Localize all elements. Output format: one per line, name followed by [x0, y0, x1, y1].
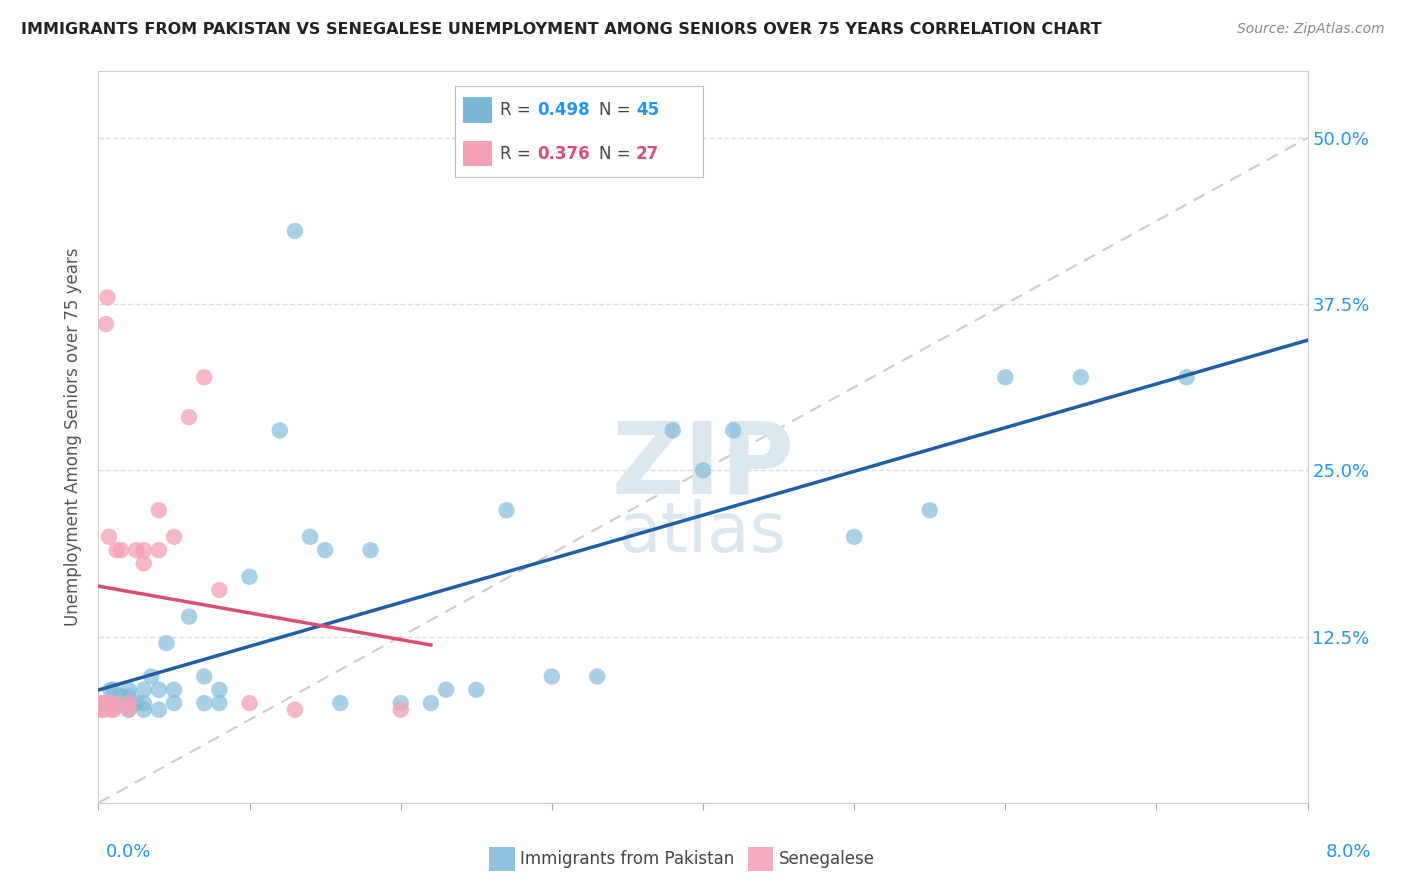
- Point: [193, 370, 215, 384]
- Point: [103, 696, 125, 710]
- Point: [692, 463, 714, 477]
- Point: [540, 669, 562, 683]
- Point: [193, 696, 215, 710]
- Point: [132, 703, 155, 717]
- Point: [96, 290, 118, 304]
- Text: atlas: atlas: [619, 499, 787, 566]
- Point: [269, 424, 291, 438]
- Y-axis label: Unemployment Among Seniors over 75 years: Unemployment Among Seniors over 75 years: [65, 248, 83, 626]
- Point: [91, 696, 114, 710]
- Point: [208, 682, 231, 697]
- Point: [110, 690, 132, 704]
- Point: [105, 543, 128, 558]
- Point: [148, 503, 170, 517]
- Point: [193, 669, 215, 683]
- Text: 8.0%: 8.0%: [1326, 843, 1371, 861]
- Point: [132, 696, 155, 710]
- Point: [125, 696, 148, 710]
- Point: [148, 703, 170, 717]
- Point: [118, 703, 141, 717]
- Text: 0.0%: 0.0%: [105, 843, 150, 861]
- Point: [103, 703, 125, 717]
- Point: [723, 424, 745, 438]
- Point: [93, 703, 115, 717]
- Point: [389, 703, 412, 717]
- Text: Source: ZipAtlas.com: Source: ZipAtlas.com: [1237, 22, 1385, 37]
- Bar: [489, 847, 515, 871]
- Point: [94, 696, 117, 710]
- Text: Senegalese: Senegalese: [779, 849, 875, 868]
- Point: [125, 543, 148, 558]
- Point: [100, 682, 122, 697]
- Point: [299, 530, 322, 544]
- Point: [844, 530, 866, 544]
- Point: [918, 503, 941, 517]
- Point: [239, 570, 262, 584]
- Point: [118, 703, 141, 717]
- Point: [141, 669, 163, 683]
- Point: [94, 317, 117, 331]
- Point: [1070, 370, 1092, 384]
- Point: [163, 530, 186, 544]
- Point: [163, 682, 186, 697]
- Point: [586, 669, 609, 683]
- Point: [132, 543, 155, 558]
- Point: [994, 370, 1017, 384]
- Point: [465, 682, 488, 697]
- Point: [118, 690, 141, 704]
- Point: [179, 609, 201, 624]
- Point: [284, 703, 307, 717]
- Point: [434, 682, 457, 697]
- Point: [118, 682, 141, 697]
- Point: [103, 696, 125, 710]
- Point: [118, 696, 141, 710]
- Point: [103, 682, 125, 697]
- Text: IMMIGRANTS FROM PAKISTAN VS SENEGALESE UNEMPLOYMENT AMONG SENIORS OVER 75 YEARS : IMMIGRANTS FROM PAKISTAN VS SENEGALESE U…: [21, 22, 1102, 37]
- Point: [360, 543, 382, 558]
- Point: [163, 696, 186, 710]
- Point: [148, 682, 170, 697]
- Point: [1175, 370, 1198, 384]
- Point: [284, 224, 307, 238]
- Point: [89, 703, 111, 717]
- Point: [132, 557, 155, 571]
- Text: Immigrants from Pakistan: Immigrants from Pakistan: [520, 849, 734, 868]
- Point: [110, 543, 132, 558]
- Point: [101, 703, 124, 717]
- Point: [329, 696, 352, 710]
- Point: [208, 696, 231, 710]
- Point: [90, 696, 112, 710]
- Point: [155, 636, 177, 650]
- Point: [179, 410, 201, 425]
- Text: ZIP: ZIP: [612, 417, 794, 515]
- Point: [208, 582, 231, 597]
- Point: [132, 682, 155, 697]
- Point: [495, 503, 517, 517]
- Point: [389, 696, 412, 710]
- Point: [420, 696, 443, 710]
- Bar: [748, 847, 773, 871]
- Point: [661, 424, 683, 438]
- Point: [98, 530, 121, 544]
- Point: [314, 543, 336, 558]
- Point: [148, 543, 170, 558]
- Point: [239, 696, 262, 710]
- Point: [100, 696, 122, 710]
